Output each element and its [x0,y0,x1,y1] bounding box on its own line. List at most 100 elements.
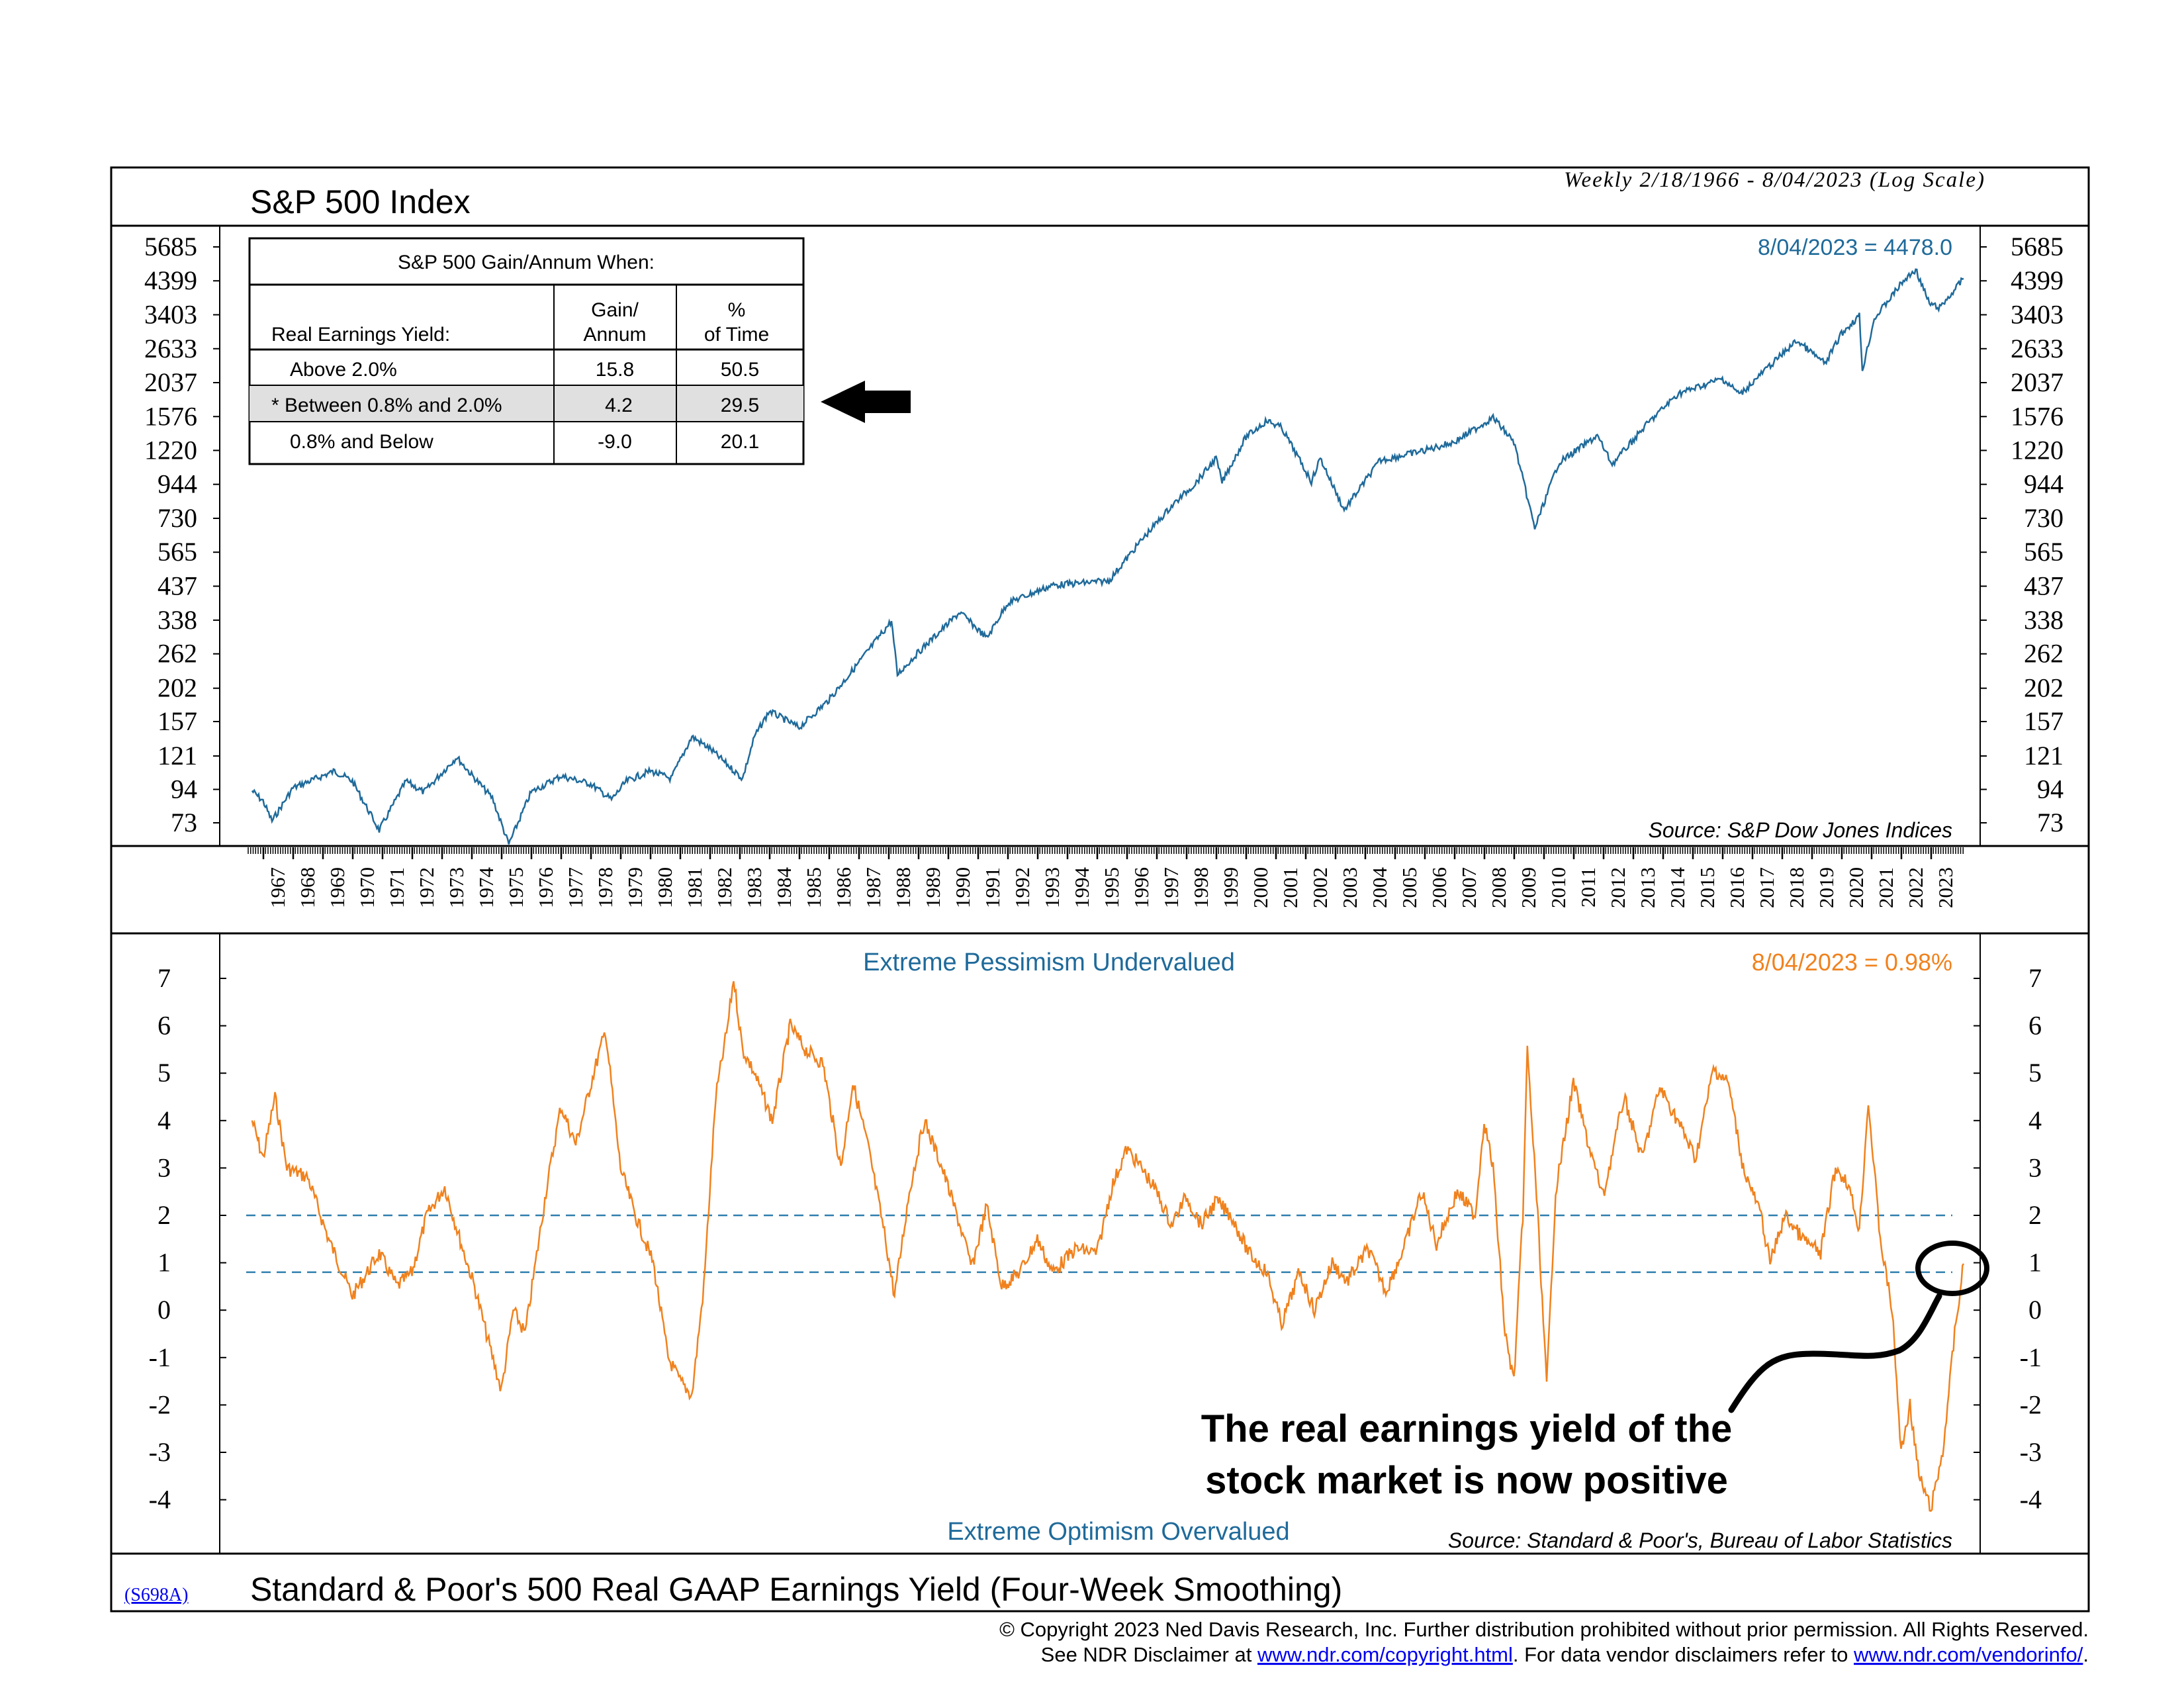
chart-code-link[interactable]: (S698A) [124,1585,188,1605]
x-tick-label: 1969 [326,867,349,908]
y-tick-label-right: -4 [2020,1485,2042,1515]
sp500-last-value: 8/04/2023 = 4478.0 [1758,235,1952,260]
y-tick-label-left: 2633 [144,334,197,363]
annotation-line-2: stock market is now positive [1205,1459,1728,1502]
copyright-text: © Copyright 2023 Ned Davis Research, Inc… [999,1618,2089,1641]
x-tick-label: 1977 [564,867,587,908]
y-tick-label-left: -4 [149,1485,171,1515]
y-tick-label-right: 2037 [2011,367,2064,397]
table-row-gain: 4.2 [605,395,633,416]
highlight-row-bg [250,385,803,422]
y-tick-label-left: 73 [171,808,197,837]
x-tick-label: 1971 [385,867,408,908]
yield-last-value: 8/04/2023 = 0.98% [1752,949,1952,976]
x-tick-label: 1995 [1100,867,1123,908]
x-tick-label: 1992 [1011,867,1034,908]
y-tick-label-right: -3 [2020,1437,2042,1467]
y-tick-label-left: -3 [149,1437,171,1467]
vendorinfo-link[interactable]: www.ndr.com/vendorinfo/ [1853,1643,2083,1666]
table-col-pct-2: of Time [704,324,769,346]
y-tick-label-right: 1220 [2011,435,2064,465]
x-tick-label: 1986 [832,867,855,908]
x-tick-label: 2003 [1338,867,1361,908]
y-tick-label-right: 262 [2024,639,2064,669]
table-row-label: * Between 0.8% and 2.0% [271,395,502,416]
x-tick-label: 1998 [1189,867,1212,908]
table-row-pct: 20.1 [721,431,759,453]
y-tick-label-right: 1576 [2011,401,2064,431]
annotation-pointer [1728,1293,1942,1413]
y-tick-label-left: 202 [158,673,197,703]
x-tick-label: 2004 [1368,867,1391,909]
x-tick-label: 2014 [1666,867,1689,909]
x-tick-label: 2022 [1904,867,1927,908]
y-tick-label-left: 1 [158,1248,171,1278]
y-tick-label-left: 565 [158,537,197,567]
y-tick-label-left: 7 [158,963,171,993]
y-tick-label-left: 262 [158,639,197,669]
x-tick-label: 2020 [1844,867,1868,908]
x-tick-label: 2017 [1755,867,1778,908]
disclaimer-suffix: . [2083,1643,2089,1666]
lower-y-axis-ticks: -4 -4 -3 -3 -2 -2 -1 -1 0 0 1 1 2 2 3 3 4 4 5 5 6 6 7 7 [149,963,2042,1515]
y-tick-label-right: -2 [2020,1389,2042,1419]
y-tick-label-left: 730 [158,503,197,533]
x-tick-label: 2019 [1815,867,1838,908]
y-tick-label-right: 121 [2024,741,2064,771]
x-tick-label: 2016 [1725,867,1749,908]
y-tick-label-left: 4 [158,1105,171,1135]
y-tick-label-left: 437 [158,571,197,601]
x-tick-label: 1974 [475,867,498,909]
x-tick-label: 1970 [355,867,379,908]
y-tick-label-right: 4 [2028,1105,2042,1135]
y-tick-label-right: 6 [2028,1011,2042,1041]
disclaimer-mid: . For data vendor disclaimers refer to [1513,1643,1854,1666]
y-tick-label-left: 157 [158,706,197,736]
y-tick-label-right: 2633 [2011,334,2064,363]
x-tick-label: 2007 [1457,867,1480,908]
table-title: S&P 500 Gain/Annum When: [398,252,655,273]
x-tick-label: 1973 [445,867,468,908]
x-tick-label: 2005 [1398,867,1421,908]
table-col-gain-2: Annum [583,324,646,346]
arrow-left-icon [821,381,911,423]
x-axis-ticks: 1967 1968 1969 1970 1971 1972 1973 1974 1975 1976… [248,847,1964,909]
x-tick-label: 1988 [891,867,915,908]
y-tick-label-right: 565 [2024,537,2064,567]
y-tick-label-left: 3403 [144,300,197,330]
y-tick-label-right: 4399 [2011,265,2064,295]
table-row-gain: 15.8 [596,359,634,381]
x-tick-label: 2011 [1576,867,1600,908]
y-tick-label-left: 94 [171,774,197,804]
gain-table: S&P 500 Gain/Annum When: Real Earnings Y… [248,237,805,465]
copyright-link[interactable]: www.ndr.com/copyright.html [1257,1643,1513,1666]
y-tick-label-right: -1 [2020,1342,2042,1372]
y-tick-label-left: 338 [158,605,197,635]
disclaimer-text: See NDR Disclaimer at www.ndr.com/copyri… [1041,1643,2089,1666]
y-tick-label-left: 0 [158,1295,171,1325]
y-tick-label-right: 437 [2024,571,2064,601]
x-tick-label: 2018 [1785,867,1808,908]
y-tick-label-left: 944 [158,469,197,499]
x-tick-label: 1968 [296,867,319,908]
y-tick-label-left: 6 [158,1011,171,1041]
earnings-yield-series-line [251,981,1965,1513]
y-tick-label-right: 0 [2028,1295,2042,1325]
optimism-label: Extreme Optimism Overvalued [947,1518,1289,1546]
x-tick-label: 2012 [1606,867,1629,908]
x-tick-label: 1990 [951,867,974,908]
y-tick-label-left: 2037 [144,367,197,397]
x-tick-label: 1997 [1160,867,1183,908]
y-tick-label-right: 338 [2024,605,2064,635]
y-tick-label-left: 2 [158,1200,171,1230]
table-col-label: Real Earnings Yield: [271,324,450,346]
x-tick-label: 2002 [1308,867,1332,908]
y-tick-label-right: 3 [2028,1152,2042,1182]
x-tick-label: 1994 [1070,867,1093,909]
y-tick-label-right: 3403 [2011,300,2064,330]
date-range-subtitle: Weekly 2/18/1966 - 8/04/2023 (Log Scale) [1564,168,1985,192]
x-tick-label: 2010 [1547,867,1570,908]
y-tick-label-right: 5685 [2011,232,2064,261]
